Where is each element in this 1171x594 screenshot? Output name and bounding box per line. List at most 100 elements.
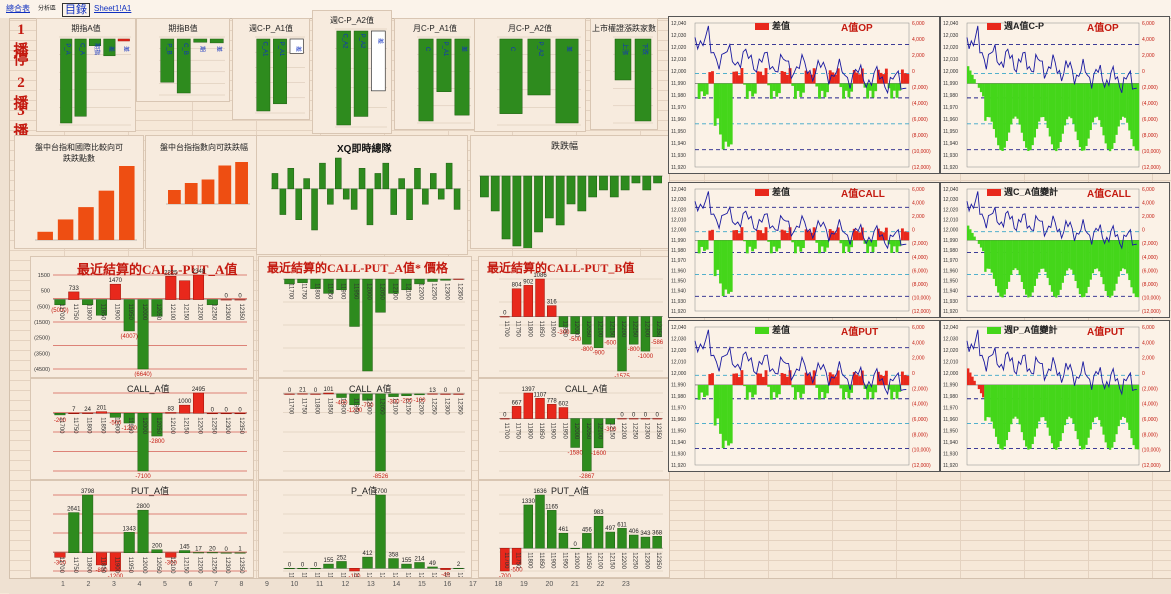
bar — [311, 188, 318, 231]
strike-label: 12050 — [379, 398, 385, 415]
strike-label: 11950 — [127, 304, 133, 321]
area-bar — [1057, 240, 1060, 296]
data-label: 20 — [209, 546, 216, 552]
data-label: 0 — [301, 562, 305, 568]
left-axis-tick: 12,010 — [943, 57, 959, 63]
column-header-strip: 1 2 3 4 5 6 7 8 9 10 11 12 13 14 15 16 17 18 19 20 21 22 23 — [9, 578, 1171, 594]
panel-put-c: PUT_A值 -700 11700 -500 11750 1330 11800 1636 11… — [478, 480, 670, 578]
settle-a-chart: (5000)11700 733 11750 11800 11850 1470 11900 (4… — [34, 269, 247, 377]
area-bar — [1128, 240, 1131, 281]
bar — [206, 299, 218, 306]
right-axis-tick: (6,000) — [1142, 117, 1158, 123]
area-bar — [1098, 83, 1101, 121]
right-axis-tick: 6,000 — [912, 325, 925, 331]
area-bar — [871, 384, 875, 399]
data-label: -800 — [95, 568, 108, 574]
area-bar — [727, 240, 730, 294]
area-bar — [1061, 83, 1064, 134]
tab-sheet1-link[interactable]: Sheet1!A1 — [94, 4, 132, 13]
bar — [629, 534, 639, 549]
area-bar — [1117, 240, 1120, 277]
left-axis-tick: 11,920 — [671, 463, 686, 469]
left-axis-tick: 12,010 — [671, 57, 687, 63]
bar — [499, 38, 523, 114]
bar — [445, 162, 453, 190]
area-bar — [1113, 240, 1116, 291]
data-label: 667 — [512, 400, 523, 406]
data-label: 2641 — [67, 507, 81, 513]
area-bar — [906, 73, 910, 84]
bar-label: P_A — [64, 43, 70, 54]
area-bar — [844, 83, 848, 91]
strike-label: 12350 — [238, 557, 244, 574]
strike-label: 11850 — [538, 423, 544, 440]
bar — [401, 278, 412, 291]
bar — [206, 413, 218, 415]
data-label: 21 — [299, 388, 306, 394]
legend-label: 週P_A值變計 — [1004, 325, 1058, 335]
area-bar — [1007, 240, 1011, 282]
data-label: 0 — [225, 294, 229, 300]
right-chart-svg: 12,040 12,030 12,020 12,010 12,000 11,990 11,9… — [943, 21, 1161, 171]
area-bar — [1059, 240, 1062, 290]
strike-label: 11900 — [550, 423, 556, 440]
area-bar — [1096, 384, 1099, 417]
area-bar — [823, 83, 827, 98]
axis-tick: 1500 — [38, 273, 50, 279]
area-bar — [1003, 240, 1006, 295]
right-axis-tick: (2,000) — [912, 85, 928, 91]
bar — [642, 175, 652, 191]
area-bar — [802, 384, 805, 394]
call-a-title: CALL_A值 — [127, 384, 170, 394]
bar — [366, 188, 374, 226]
data-label: 358 — [388, 553, 399, 559]
bar — [620, 175, 630, 191]
right-axis-tick: (8,000) — [1142, 133, 1158, 139]
bar — [165, 412, 177, 414]
area-bar — [737, 75, 741, 84]
area-bar — [772, 240, 776, 247]
data-label: -1200 — [122, 426, 138, 432]
bar — [95, 299, 108, 316]
area-bar — [884, 370, 888, 385]
left-axis-tick: 12,030 — [943, 33, 959, 39]
bar — [151, 413, 163, 437]
bar — [535, 494, 545, 549]
bar — [617, 418, 627, 420]
tab-summary[interactable]: 總合表 — [6, 4, 30, 13]
area-bar — [860, 68, 864, 84]
area-bar — [1136, 83, 1140, 151]
bar — [547, 404, 557, 419]
data-label: -500 — [109, 420, 122, 426]
tab-index[interactable]: 目錄 — [62, 3, 90, 17]
area-bar — [1076, 384, 1079, 440]
bar — [273, 38, 287, 105]
right-axis-tick: (10,000) — [1142, 149, 1161, 155]
panel-compare-title: 盤中台指和國際比較向可跌跌點數 — [35, 143, 123, 163]
area-bar — [799, 240, 803, 252]
area-bar — [967, 368, 970, 385]
strike-label: 12300 — [444, 283, 450, 300]
strike-label: 12000 — [366, 283, 372, 300]
bar — [558, 407, 569, 419]
strike-label: 12050 — [155, 417, 161, 434]
area-bar — [1078, 384, 1082, 446]
bar — [535, 398, 545, 419]
area-bar — [1012, 240, 1015, 271]
right-axis-tick: (10,000) — [912, 448, 931, 454]
area-bar — [759, 230, 763, 241]
top-chart-title: 期指A值 — [71, 24, 101, 33]
bar — [512, 175, 522, 247]
data-label: 1 — [238, 547, 242, 553]
bar — [362, 556, 373, 569]
tab-analysis[interactable]: 分析區 — [38, 6, 57, 12]
area-bar — [1108, 83, 1112, 152]
right-axis-tick: (8,000) — [912, 432, 928, 438]
area-bar — [1037, 384, 1041, 422]
area-bar — [847, 384, 851, 399]
bar — [629, 316, 639, 345]
bar — [284, 278, 295, 285]
bar — [74, 38, 87, 117]
